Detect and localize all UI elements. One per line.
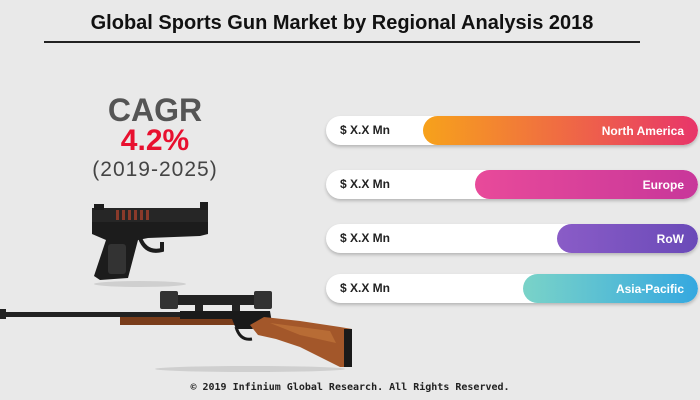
bar-category-label: North America [601, 123, 684, 138]
rifle-icon [0, 291, 352, 372]
cagr-period: (2019-2025) [92, 158, 218, 181]
bar-europe: Europe [475, 170, 698, 199]
chart-title: Global Sports Gun Market by Regional Ana… [44, 12, 640, 43]
copyright-footer: © 2019 Infinium Global Research. All Rig… [190, 382, 510, 393]
bar-value-label: $ X.X Mn [340, 231, 391, 245]
bar-row: $ X.X Mn RoW [326, 224, 698, 253]
cagr-value: 4.2% [120, 124, 190, 157]
bar-category-label: RoW [656, 231, 684, 246]
bar-row: $ X.X Mn Asia-Pacific [326, 274, 698, 303]
bar-row: $ X.X Mn North America [326, 116, 698, 145]
bar-value-label: $ X.X Mn [340, 281, 391, 295]
bar-asia-pacific: Asia-Pacific [523, 274, 698, 303]
bar-value-label: $ X.X Mn [340, 123, 391, 137]
bar-row: $ X.X Mn Europe [326, 170, 698, 199]
pistol-icon [92, 202, 208, 287]
bar-category-label: Asia-Pacific [615, 281, 684, 296]
bar-value-label: $ X.X Mn [340, 177, 391, 191]
bar-row: RoW [557, 224, 698, 253]
cagr-label: CAGR [107, 92, 203, 128]
bar-category-label: Europe [642, 177, 684, 192]
bar-north-america: North America [423, 116, 698, 145]
